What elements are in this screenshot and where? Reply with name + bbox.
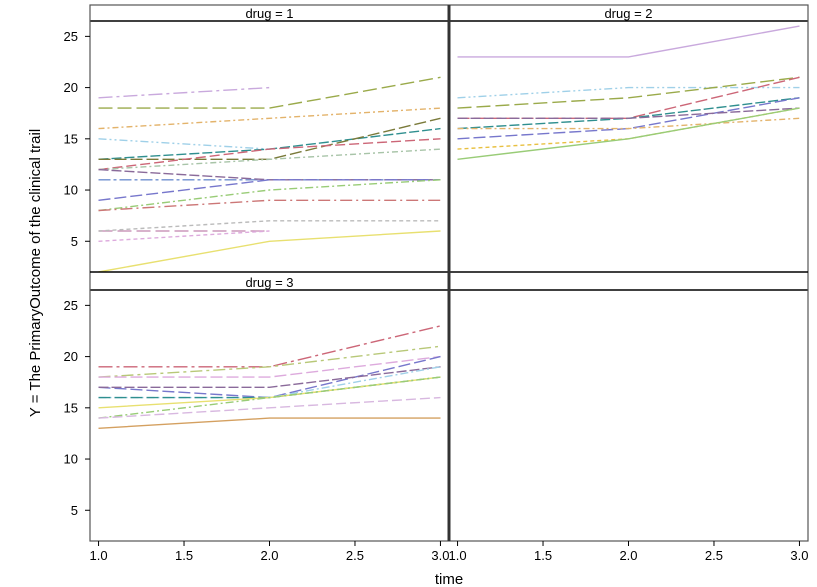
- x-tick-label: 1.5: [175, 548, 193, 563]
- series-line: [98, 179, 441, 201]
- series-line: [98, 366, 441, 399]
- x-tick-label: 1.0: [90, 548, 108, 563]
- series-line: [98, 417, 441, 429]
- series-line: [98, 230, 270, 242]
- series-line: [457, 117, 800, 130]
- x-tick-label: 2.0: [260, 548, 278, 563]
- y-tick-label: 20: [64, 349, 78, 364]
- y-tick-label: 15: [64, 400, 78, 415]
- x-tick-label: 1.0: [449, 548, 467, 563]
- strip-label: drug = 3: [245, 275, 293, 290]
- series-line: [98, 168, 441, 181]
- panel-strip: [449, 272, 808, 290]
- series-line: [457, 107, 800, 160]
- series-line: [98, 376, 441, 419]
- y-tick-label: 25: [64, 298, 78, 313]
- y-axis-title: Y = The PrimaryOutcome of the clinical t…: [27, 129, 44, 417]
- series-line: [98, 138, 441, 171]
- series-line: [98, 127, 441, 160]
- y-tick-label: 25: [64, 29, 78, 44]
- series-line: [98, 148, 441, 171]
- series-line: [98, 138, 270, 150]
- series-line: [98, 376, 441, 409]
- series-line: [457, 76, 800, 109]
- x-tick-label: 2.5: [705, 548, 723, 563]
- y-tick-label: 5: [71, 234, 78, 249]
- x-tick-label: 2.5: [346, 548, 364, 563]
- y-tick-label: 10: [64, 452, 78, 467]
- panel-strip: [449, 5, 808, 21]
- series-line: [98, 107, 441, 130]
- strip-label: drug = 2: [604, 6, 652, 21]
- series-line: [457, 25, 800, 58]
- series-line: [457, 86, 800, 99]
- series-line: [98, 86, 270, 99]
- panel-strip: [90, 5, 449, 21]
- y-tick-label: 5: [71, 503, 78, 518]
- series-line: [98, 355, 441, 378]
- series-line: [98, 179, 441, 212]
- series-line: [457, 97, 800, 130]
- series-line: [98, 199, 441, 212]
- strip-label: drug = 1: [245, 6, 293, 21]
- y-tick-label: 10: [64, 183, 78, 198]
- series-line: [98, 366, 441, 388]
- series-line: [457, 107, 800, 120]
- x-tick-label: 3.0: [431, 548, 449, 563]
- series-line: [98, 76, 441, 109]
- series-line: [98, 230, 441, 273]
- series-line: [98, 117, 441, 161]
- y-tick-label: 15: [64, 131, 78, 146]
- x-tick-label: 3.0: [790, 548, 808, 563]
- series-line: [98, 396, 441, 419]
- x-axis-title: time: [435, 571, 463, 587]
- x-tick-label: 2.0: [619, 548, 637, 563]
- panel-strip: [90, 272, 449, 290]
- series-line: [98, 220, 441, 232]
- series-line: [98, 325, 441, 368]
- series-line: [98, 345, 441, 378]
- x-tick-label: 1.5: [534, 548, 552, 563]
- y-tick-label: 20: [64, 80, 78, 95]
